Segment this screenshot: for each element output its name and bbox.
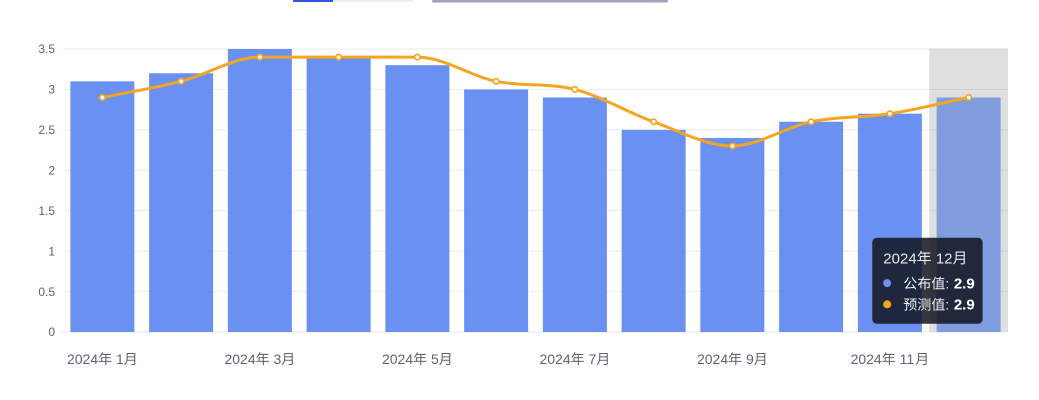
svg-text::: :: [945, 276, 949, 292]
svg-text:2: 2: [48, 163, 55, 177]
svg-text:2024: 2024: [697, 351, 728, 367]
svg-text:1: 1: [48, 244, 55, 258]
svg-text:5: 5: [431, 351, 439, 367]
svg-text:3: 3: [48, 83, 55, 97]
svg-text:2024: 2024: [851, 351, 882, 367]
svg-text:2.9: 2.9: [954, 276, 975, 293]
svg-text:0.5: 0.5: [38, 285, 55, 299]
svg-text:1: 1: [116, 351, 124, 367]
svg-text::: :: [945, 297, 949, 313]
svg-text:2024: 2024: [883, 250, 916, 267]
svg-text:2024: 2024: [224, 351, 255, 367]
svg-text:7: 7: [589, 351, 597, 367]
svg-text:0: 0: [48, 325, 55, 339]
svg-text:2024: 2024: [539, 351, 570, 367]
svg-text:2024: 2024: [67, 351, 98, 367]
svg-text:2.5: 2.5: [38, 123, 55, 137]
svg-text:11: 11: [900, 351, 915, 367]
svg-text:1.5: 1.5: [38, 204, 55, 218]
svg-text:2.9: 2.9: [954, 297, 975, 314]
svg-text:12: 12: [936, 250, 953, 267]
svg-text:2024: 2024: [382, 351, 413, 367]
svg-text:9: 9: [746, 351, 754, 367]
svg-text:3: 3: [274, 351, 282, 367]
svg-text:3.5: 3.5: [38, 42, 55, 56]
